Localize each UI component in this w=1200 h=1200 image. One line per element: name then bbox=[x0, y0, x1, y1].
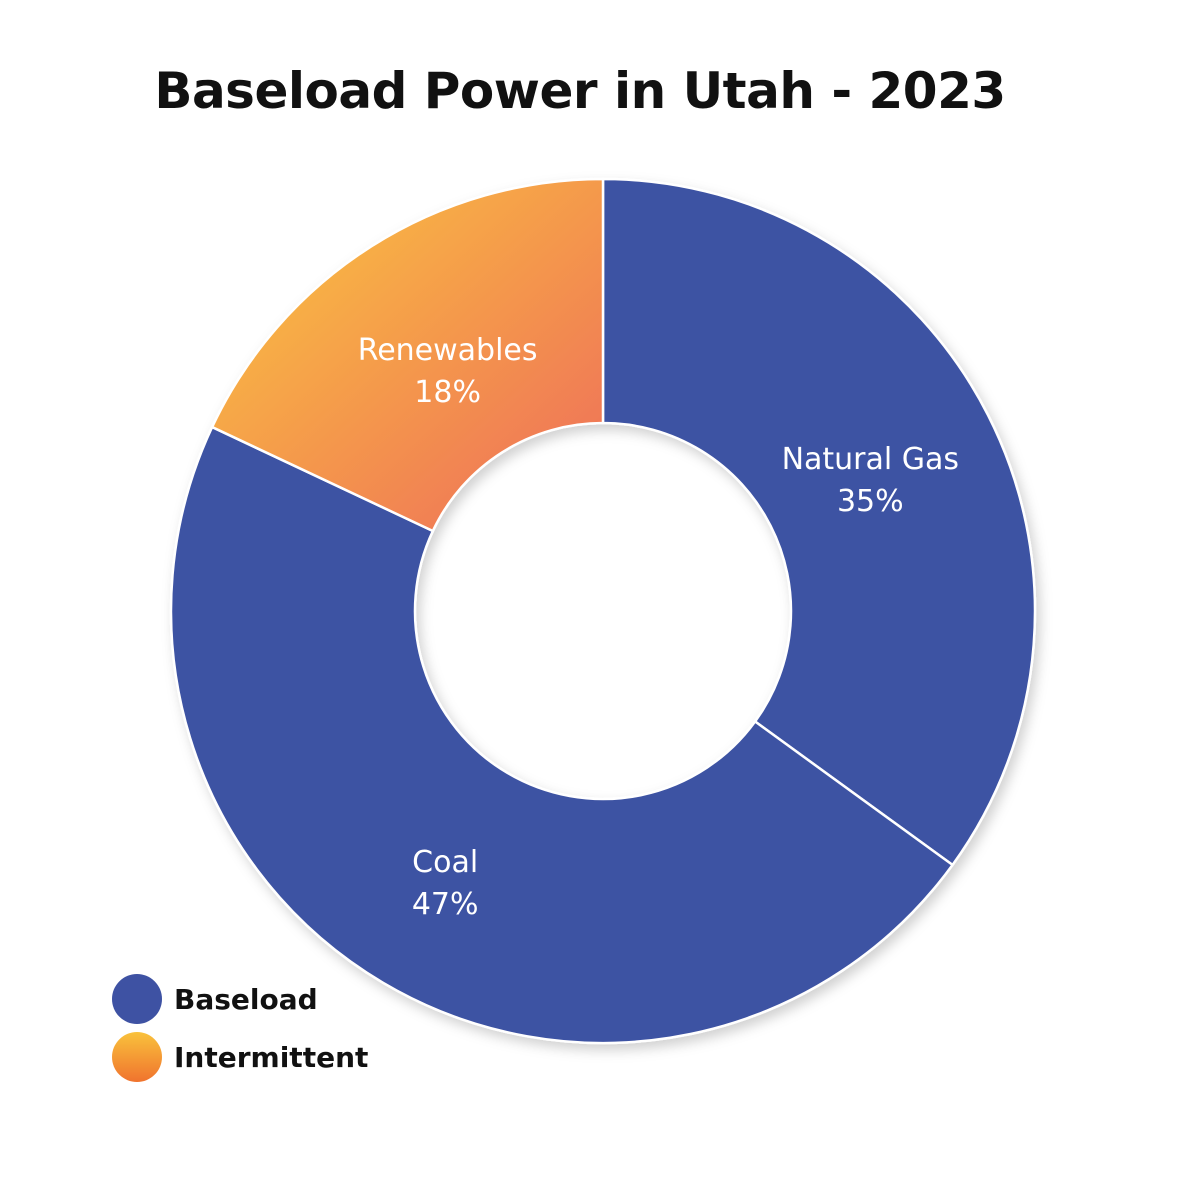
chart-title: Baseload Power in Utah - 2023 bbox=[154, 62, 1006, 120]
legend-item-intermittent: Intermittent bbox=[112, 1032, 368, 1082]
slice-label-renewables: Renewables bbox=[358, 333, 538, 368]
pie-slice-labels: Natural Gas 35% Coal 47% Renewables 18% bbox=[358, 333, 959, 922]
pie-slice-coal bbox=[169, 425, 955, 1045]
slice-label-natural-gas: Natural Gas bbox=[782, 442, 959, 477]
slice-value-renewables: 18% bbox=[414, 375, 481, 410]
slice-label-coal: Coal bbox=[412, 845, 478, 880]
legend-label-baseload: Baseload bbox=[174, 982, 318, 1016]
legend-swatch-intermittent bbox=[112, 1032, 162, 1082]
pie-slice-renewables bbox=[210, 177, 605, 533]
legend-item-baseload: Baseload bbox=[112, 974, 368, 1024]
pie-slice-natural-gas bbox=[601, 177, 1037, 867]
legend-swatch-baseload bbox=[112, 974, 162, 1024]
pie-slices bbox=[169, 177, 1037, 1045]
legend: Baseload Intermittent bbox=[112, 974, 368, 1090]
legend-label-intermittent: Intermittent bbox=[174, 1040, 369, 1074]
slice-value-natural-gas: 35% bbox=[837, 484, 904, 519]
slice-value-coal: 47% bbox=[412, 887, 479, 922]
